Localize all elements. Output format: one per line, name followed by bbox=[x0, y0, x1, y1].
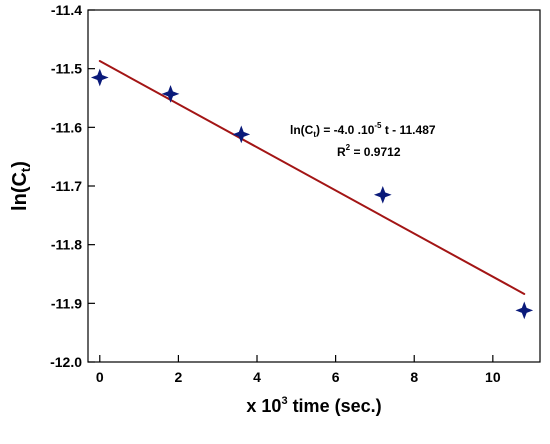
data-point bbox=[232, 125, 251, 144]
plot-frame bbox=[87, 9, 541, 363]
r-squared-main: R bbox=[337, 145, 346, 159]
fit-equation-end: t - 11.487 bbox=[382, 123, 436, 137]
r-squared: R2 = 0.9712 bbox=[337, 143, 401, 159]
y-axis: -12.0 -11.9 -11.8 -11.7 -11.6 -11.5 -11.4 bbox=[50, 2, 95, 370]
data-point bbox=[373, 185, 392, 204]
r-squared-end: = 0.9712 bbox=[350, 145, 401, 159]
data-points bbox=[90, 68, 534, 320]
x-tick-label: 2 bbox=[175, 369, 183, 385]
y-axis-title-prefix: ln(C bbox=[9, 172, 31, 211]
y-tick-label: -11.9 bbox=[51, 295, 82, 311]
data-point bbox=[161, 85, 180, 103]
fit-equation-sub: t bbox=[313, 130, 316, 139]
x-axis-title-sup: 3 bbox=[281, 395, 287, 407]
fit-equation-main: ln(C bbox=[290, 123, 314, 137]
fit-equation-mid: ) = -4.0 .10 bbox=[316, 123, 375, 137]
y-tick-label: -11.4 bbox=[51, 2, 82, 18]
y-tick-label: -11.6 bbox=[51, 119, 82, 135]
y-tick-label: -11.7 bbox=[51, 178, 82, 194]
x-tick-label: 6 bbox=[332, 369, 340, 385]
x-axis-title: x 103 time (sec.) bbox=[246, 395, 381, 416]
x-axis-title-suffix: time (sec.) bbox=[288, 396, 382, 416]
r-squared-sup: 2 bbox=[346, 143, 351, 152]
y-axis-title-suffix: ) bbox=[9, 161, 31, 168]
x-axis-title-prefix: x 10 bbox=[246, 396, 281, 416]
x-tick-label: 4 bbox=[253, 369, 261, 385]
x-tick-label: 0 bbox=[96, 369, 104, 385]
y-tick-label: -12.0 bbox=[50, 354, 82, 370]
y-tick-label: -11.8 bbox=[51, 237, 82, 253]
y-tick-label: -11.5 bbox=[51, 61, 82, 77]
y-axis-title: ln(Ct) bbox=[9, 161, 33, 211]
x-tick-label: 10 bbox=[485, 369, 501, 385]
y-axis-title-sub: t bbox=[18, 167, 33, 172]
fit-equation: ln(Ct) = -4.0 .10-5 t - 11.487 bbox=[290, 121, 436, 139]
fit-equation-sup: -5 bbox=[374, 121, 382, 130]
data-point bbox=[515, 301, 534, 320]
fit-line bbox=[98, 60, 526, 295]
data-point bbox=[90, 68, 109, 87]
x-tick-label: 8 bbox=[410, 369, 418, 385]
x-axis: 0 2 4 6 8 10 bbox=[96, 355, 501, 385]
